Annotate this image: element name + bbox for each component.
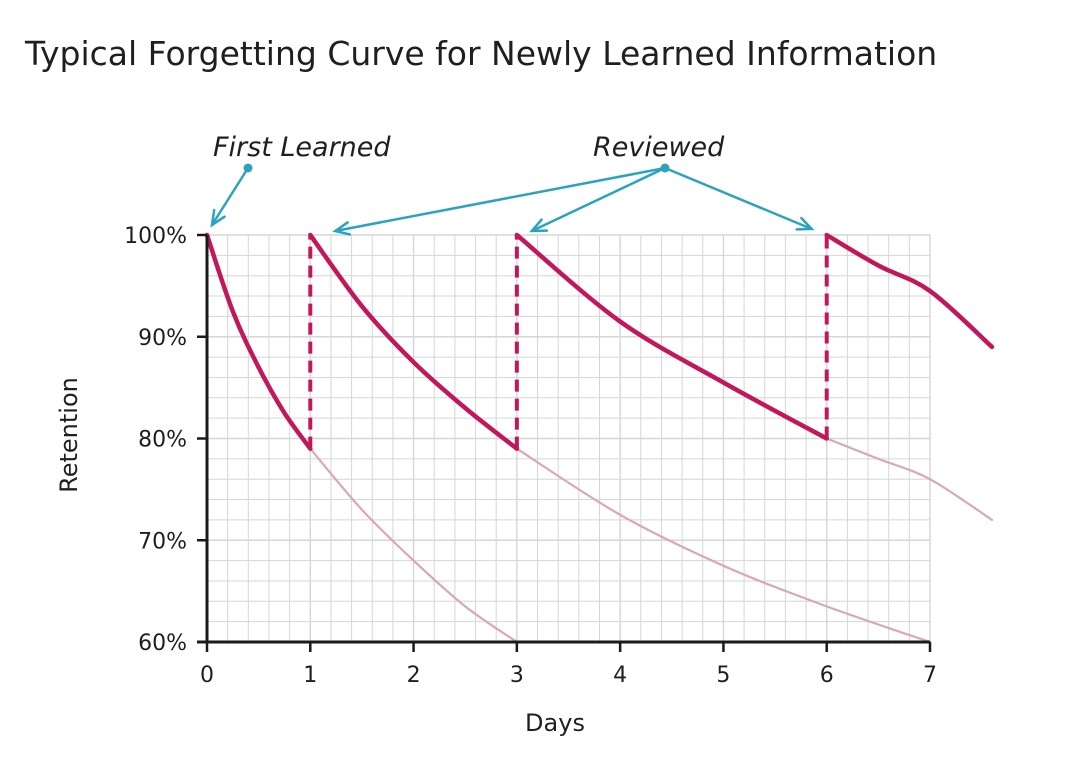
decay-curves: [309, 437, 994, 644]
x-tick-label: 6: [820, 663, 834, 688]
x-tick-label: 7: [923, 663, 937, 688]
y-axis-label: Retention: [55, 377, 83, 493]
retention-curves: [204, 232, 995, 451]
x-tick-label: 0: [200, 663, 214, 688]
annotation-reviewed: Reviewed: [593, 132, 725, 163]
y-tick-label: 90%: [138, 326, 187, 351]
retention-curve-1: [308, 232, 520, 451]
x-tick-label: 4: [613, 663, 627, 688]
x-axis-label: Days: [525, 709, 585, 737]
x-tick-label: 3: [510, 663, 524, 688]
x-tick-label: 2: [407, 663, 421, 688]
x-tick-label: 5: [716, 663, 730, 688]
annotation-first-learned: First Learned: [213, 132, 391, 163]
reviewed-arrow-3: [664, 166, 813, 231]
y-tick-label: 60%: [138, 631, 187, 656]
first-learned-arrow: [210, 167, 250, 226]
y-tick-label: 70%: [138, 529, 187, 554]
first-learned-arrow-head: [210, 208, 226, 228]
decay-curve-6: [825, 437, 994, 521]
reviewed-arrow-2-head: [529, 218, 549, 233]
retention-curve-2: [514, 232, 829, 441]
retention-curve-0: [204, 232, 313, 451]
x-tick-label: 1: [303, 663, 317, 688]
review-drops: [308, 235, 829, 449]
reviewed-arrow-3-head: [795, 216, 815, 231]
chart-title: Typical Forgetting Curve for Newly Learn…: [24, 34, 937, 73]
y-tick-label: 80%: [138, 428, 187, 453]
decay-curve-4: [309, 447, 518, 644]
decay-curve-5: [515, 447, 932, 644]
plot-grid: [207, 234, 931, 642]
reviewed-arrow-1-head: [332, 221, 352, 236]
retention-curve-3: [824, 232, 995, 350]
reviewed-arrow-1: [335, 166, 666, 233]
reviewed-arrow-2: [531, 166, 666, 233]
tick-labels: 0 1 2 3 4 5 6 7 60% 70% 80% 90% 100%: [124, 224, 937, 688]
annotations: First Learned Reviewed: [210, 132, 815, 236]
y-tick-label: 100%: [124, 224, 187, 249]
